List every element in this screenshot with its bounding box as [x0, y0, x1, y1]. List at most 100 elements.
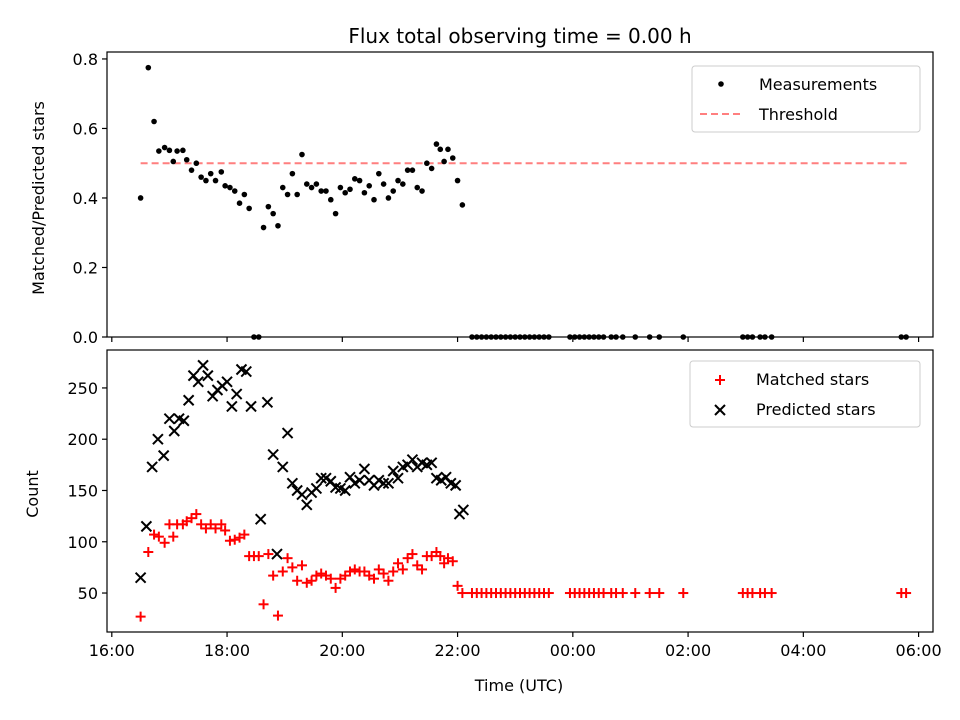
matched-star-point [457, 588, 468, 599]
matched-star-point [282, 553, 293, 564]
measurement-point [145, 64, 152, 71]
x-tick-label: 02:00 [665, 641, 711, 660]
predicted-star-point [192, 376, 204, 388]
y-tick-label: 100 [67, 533, 98, 552]
predicted-star-point [286, 477, 299, 490]
matched-star-point [258, 599, 269, 610]
matched-star-point [153, 531, 164, 542]
top-panel-marks [137, 64, 909, 340]
measurement-point [198, 174, 204, 180]
predicted-star-point [406, 454, 419, 466]
predicted-star-point [226, 400, 238, 413]
predicted-star-point [168, 425, 180, 437]
predicted-star-point [230, 388, 243, 400]
measurement-point [156, 148, 162, 154]
bottom-legend: Matched stars Predicted stars [689, 360, 921, 428]
predicted-star-point [157, 449, 170, 462]
measurement-point [400, 181, 406, 187]
x-tick-label: 22:00 [435, 641, 481, 660]
matched-star-point [277, 566, 288, 577]
predicted-star-point [261, 396, 274, 409]
measurement-point [166, 147, 173, 154]
predicted-star-point [392, 472, 404, 484]
measurement-point [313, 181, 320, 187]
measurement-point [347, 186, 353, 193]
top-x-ticks [111, 337, 920, 342]
matched-star-point [447, 556, 458, 567]
measurement-point [361, 189, 368, 196]
predicted-star-point [163, 412, 176, 425]
matched-star-point [644, 588, 655, 599]
measurement-point [218, 169, 225, 175]
x-tick-label: 16:00 [89, 641, 135, 660]
top-plot-frame [106, 51, 934, 338]
predicted-star-point [178, 415, 190, 427]
y-tick-label: 50 [78, 584, 98, 603]
matched-star-point [311, 570, 322, 581]
matched-star-point [143, 547, 154, 558]
measurement-point [289, 170, 296, 177]
measurement-point [170, 158, 177, 165]
matched-star-point [224, 535, 235, 546]
predicted-star-point [353, 474, 366, 486]
y-tick-label: 0.6 [73, 119, 98, 138]
measurement-point [183, 156, 190, 163]
measurement-point [419, 188, 425, 194]
y-tick-label: 0.4 [73, 189, 98, 208]
predicted-star-point [221, 376, 233, 388]
top-y-ticks: 0.0 0.2 0.4 0.6 0.8 [73, 50, 107, 347]
predicted-star-point [339, 484, 351, 497]
matched-star-point [292, 575, 303, 586]
measurement-point [385, 195, 392, 201]
predicted-star-point [197, 359, 209, 372]
predicted-star-point [134, 571, 147, 584]
measurement-point [342, 189, 348, 196]
measurement-point [376, 170, 382, 177]
legend-matched-marker [715, 375, 725, 385]
matched-star-point [301, 577, 312, 588]
bottom-plot-frame [106, 349, 934, 633]
predicted-star-point [457, 504, 470, 516]
legend-predicted-marker [714, 404, 726, 416]
measurement-point [371, 196, 377, 203]
matched-star-point [263, 549, 274, 560]
matched-star-point [630, 588, 641, 599]
x-tick-label: 06:00 [896, 641, 942, 660]
predicted-star-point [182, 394, 195, 406]
measurement-point [241, 191, 248, 198]
measurement-point [270, 210, 276, 217]
matched-star-point [543, 588, 554, 599]
matched-star-point [435, 551, 446, 562]
measurement-point [323, 188, 329, 194]
measurement-point [193, 160, 200, 167]
bottom-x-ticks: 16:00 18:00 20:00 22:00 00:00 02:00 04:00 06:00 [89, 632, 942, 660]
measurement-point [174, 148, 180, 154]
predicted-star-point [387, 465, 399, 477]
measurement-point [212, 177, 219, 184]
matched-star-point [287, 562, 298, 573]
matched-star-point [678, 588, 689, 599]
measurement-point [459, 202, 466, 208]
predicted-star-point [449, 479, 462, 492]
top-panel: 0.00.20.40.60.8 Matched/Predicted stars … [29, 50, 934, 347]
legend-threshold-label: Threshold [758, 105, 838, 124]
predicted-star-point [146, 461, 158, 473]
measurement-point [161, 144, 168, 151]
measurement-point [299, 151, 305, 158]
y-tick-label: 200 [67, 430, 98, 449]
matched-star-point [407, 549, 418, 560]
x-tick-label: 00:00 [550, 641, 596, 660]
bottom-panel-marks [134, 359, 912, 622]
matched-star-point [272, 610, 283, 621]
measurement-point [308, 184, 315, 191]
predicted-star-point [152, 433, 164, 445]
measurement-point [332, 210, 339, 217]
x-tick-label: 04:00 [780, 641, 826, 660]
measurement-point [395, 177, 401, 184]
top-y-axis-label: Matched/Predicted stars [29, 101, 48, 295]
matched-star-point [349, 564, 360, 575]
predicted-star-point [382, 477, 395, 490]
measurement-point [414, 184, 421, 191]
predicted-star-point [240, 365, 252, 378]
bottom-y-ticks: 50 100 150 200 250 [67, 379, 107, 603]
